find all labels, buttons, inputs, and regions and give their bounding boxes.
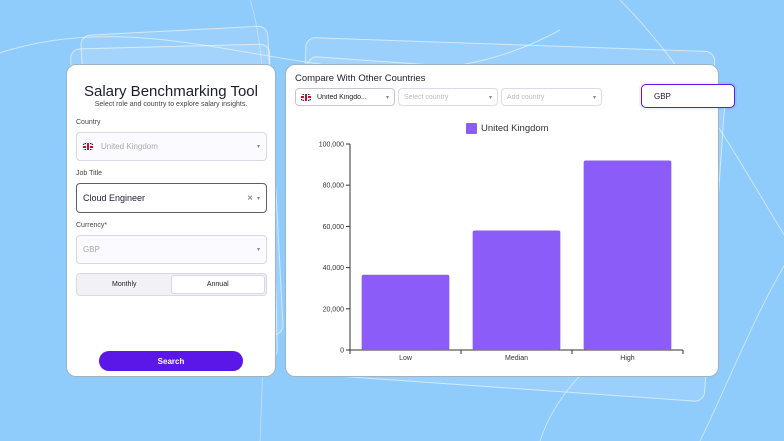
page-subtitle: Select role and country to explore salar… (94, 101, 248, 108)
clear-icon[interactable]: × (247, 192, 253, 204)
period-monthly[interactable]: Monthly (111, 281, 137, 288)
bar-median (472, 230, 561, 350)
job-title-input[interactable]: Cloud Engineer × ▾ (76, 183, 267, 213)
job-title-label: Job Title (76, 170, 103, 177)
job-title-value: Cloud Engineer (83, 193, 146, 203)
chevron-down-icon: ▾ (592, 94, 596, 101)
chevron-down-icon: ▾ (385, 94, 389, 101)
currency-label: Currency* (76, 222, 108, 229)
x-tick-label: Median (505, 355, 528, 362)
chart-legend: United Kingdom (466, 123, 549, 134)
country-value: United Kingdom (101, 142, 158, 151)
compare-country-1-value: United Kingdo... (317, 93, 367, 101)
y-tick-label: 40,000 (323, 265, 345, 272)
y-tick-label: 0 (340, 348, 344, 355)
salary-bar-chart: 0 20,000 40,000 60,000 80,000 100,000 Low Media… (319, 142, 684, 362)
uk-flag-icon (301, 93, 311, 101)
country-label: Country (76, 119, 101, 126)
currency-value: GBP (83, 245, 100, 254)
currency-select[interactable]: GBP ▾ (76, 235, 267, 264)
compare-card: Compare With Other Countries United King… (285, 64, 719, 377)
chevron-down-icon: ▾ (256, 144, 260, 150)
search-button[interactable]: Search (99, 351, 243, 371)
chevron-down-icon: ▾ (488, 94, 492, 101)
page-title: Salary Benchmarking Tool (84, 83, 258, 100)
bar-low (361, 274, 450, 350)
x-tick-label: Low (399, 355, 413, 362)
compare-country-3-select[interactable]: Add country ▾ (501, 88, 602, 106)
compare-country-2-select[interactable]: Select country ▾ (398, 88, 498, 106)
y-tick-label: 80,000 (323, 183, 345, 190)
uk-flag-icon (83, 143, 93, 150)
legend-swatch (466, 123, 477, 134)
salary-form-card: Salary Benchmarking Tool Select role and… (66, 64, 276, 377)
chevron-down-icon[interactable]: ▾ (256, 195, 260, 202)
chevron-down-icon: ▾ (256, 247, 260, 253)
y-tick-label: 100,000 (319, 142, 344, 149)
legend-label: United Kingdom (481, 123, 549, 134)
y-tick-label: 20,000 (323, 306, 345, 313)
compare-currency-input[interactable]: GBP (641, 84, 735, 108)
x-tick-label: High (620, 355, 635, 362)
country-select[interactable]: United Kingdom ▾ (76, 132, 267, 161)
compare-title: Compare With Other Countries (295, 73, 426, 84)
bar-high (583, 160, 672, 350)
compare-country-2-value: Select country (404, 93, 449, 101)
period-toggle: Monthly Annual (76, 273, 267, 296)
compare-country-3-value: Add country (507, 93, 545, 101)
y-tick-label: 60,000 (323, 224, 345, 231)
period-annual[interactable]: Annual (170, 275, 265, 294)
compare-country-1-select[interactable]: United Kingdo... ▾ (295, 88, 395, 106)
